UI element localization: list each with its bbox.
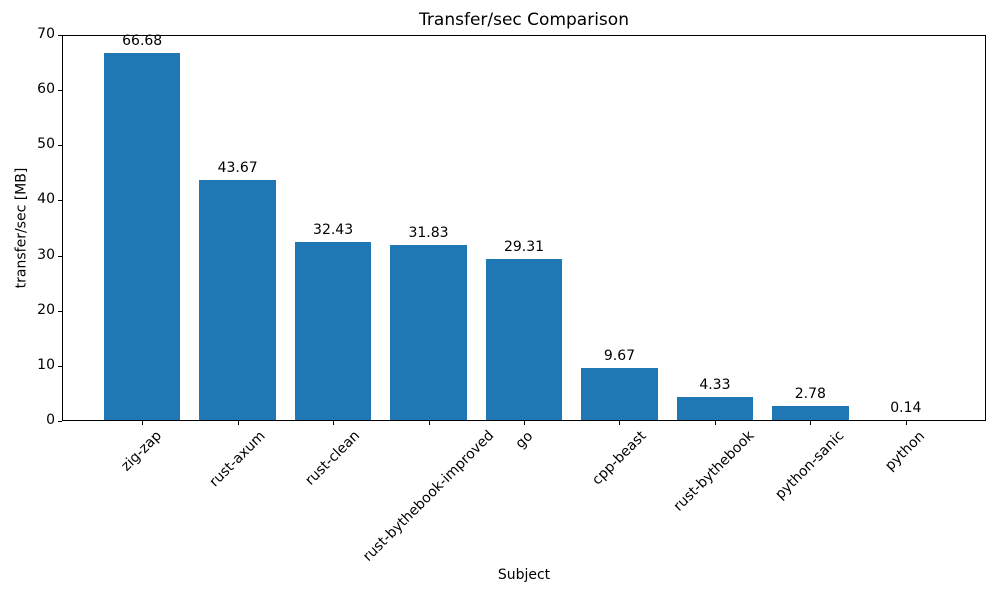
y-tick-mark xyxy=(58,35,62,36)
chart-title: Transfer/sec Comparison xyxy=(419,10,629,30)
y-tick-mark xyxy=(58,421,62,422)
bar-rust-axum xyxy=(199,180,276,421)
bar-value-label: 4.33 xyxy=(699,377,731,393)
x-tick-mark xyxy=(619,421,621,425)
x-tick-mark xyxy=(333,421,335,425)
x-tick-label: rust-bythebook xyxy=(671,428,758,515)
x-tick-mark xyxy=(142,421,144,425)
y-tick-mark xyxy=(58,90,62,92)
x-tick-label: rust-clean xyxy=(302,427,364,489)
y-tick-label: 70 xyxy=(37,26,55,42)
x-tick-mark xyxy=(524,421,525,425)
y-tick-mark xyxy=(58,255,62,257)
x-tick-label: cpp-beast xyxy=(589,427,650,489)
y-tick-label: 50 xyxy=(37,136,55,153)
y-tick-label: 40 xyxy=(37,191,55,208)
x-tick-mark xyxy=(714,421,716,425)
x-tick-label: rust-axum xyxy=(206,428,269,491)
y-tick-mark xyxy=(58,145,62,147)
y-tick-label: 0 xyxy=(46,412,55,428)
y-tick-mark xyxy=(58,365,62,367)
x-tick-label: python-sanic xyxy=(772,427,848,504)
bar-rust-bythebook-improved xyxy=(390,245,467,421)
x-axis-label: Subject xyxy=(497,567,551,583)
y-tick-label: 20 xyxy=(37,301,55,318)
x-tick-label: rust-bythebook-improved xyxy=(359,427,497,566)
bar-rust-bythebook xyxy=(676,397,754,421)
bar-zig-zap xyxy=(104,53,181,421)
y-tick-label: 30 xyxy=(37,246,55,263)
bar-rust-clean xyxy=(294,242,372,421)
bar-value-label: 0.14 xyxy=(890,400,922,416)
bar-value-label: 43.67 xyxy=(217,160,258,176)
bar-value-label: 2.78 xyxy=(794,386,826,402)
x-tick-label: go xyxy=(512,427,536,452)
y-axis-label: transfer/sec [MB] xyxy=(13,167,30,289)
bar-value-label: 31.83 xyxy=(408,225,449,241)
y-tick-mark xyxy=(58,200,62,202)
x-tick-mark xyxy=(237,421,239,425)
x-tick-mark xyxy=(428,421,430,425)
y-tick-label: 60 xyxy=(37,81,55,98)
y-tick-mark xyxy=(58,310,62,312)
bar-value-label: 9.67 xyxy=(603,348,636,364)
bar-value-label: 66.68 xyxy=(122,33,163,49)
bar-python-sanic xyxy=(772,406,849,421)
x-tick-mark xyxy=(905,421,907,425)
bar-go xyxy=(485,259,563,421)
x-tick-mark xyxy=(810,421,812,425)
x-tick-label: python xyxy=(882,427,929,474)
bar-value-label: 32.43 xyxy=(313,222,354,238)
x-tick-label: zig-zap xyxy=(118,427,166,475)
plot-area xyxy=(62,35,986,421)
bar-cpp-beast xyxy=(581,368,658,421)
y-tick-label: 10 xyxy=(37,356,55,373)
bar-value-label: 29.31 xyxy=(503,239,545,255)
